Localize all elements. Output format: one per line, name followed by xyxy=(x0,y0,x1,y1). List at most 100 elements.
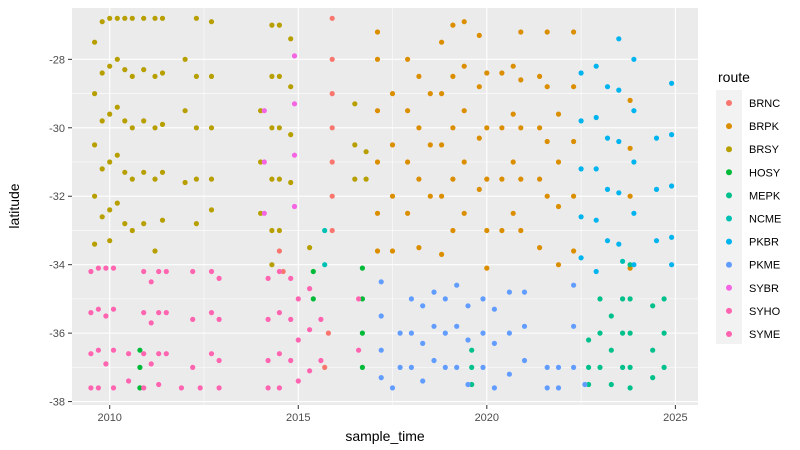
data-point xyxy=(571,138,577,145)
data-point xyxy=(593,217,599,223)
data-point xyxy=(141,310,147,316)
data-point xyxy=(216,357,222,364)
data-point xyxy=(322,262,328,268)
data-point xyxy=(544,84,550,90)
data-point xyxy=(269,73,275,79)
data-point xyxy=(484,125,490,131)
data-point xyxy=(454,282,460,288)
series-pkbr xyxy=(578,36,675,275)
data-point xyxy=(620,364,626,370)
series-hosy xyxy=(137,265,365,391)
data-point xyxy=(661,296,667,302)
data-point xyxy=(510,159,516,165)
data-point xyxy=(261,210,267,216)
legend-key-pkbr xyxy=(726,238,732,245)
data-point xyxy=(484,227,490,234)
data-point xyxy=(653,186,660,192)
data-point xyxy=(197,385,203,391)
data-point xyxy=(480,364,486,370)
legend-key-brpk xyxy=(726,123,732,130)
data-point xyxy=(544,29,550,35)
x-tick-label: 2010 xyxy=(97,412,121,424)
data-point xyxy=(510,111,516,117)
data-point xyxy=(159,15,166,21)
data-point xyxy=(99,214,105,220)
data-point xyxy=(269,227,275,234)
data-point xyxy=(258,108,264,114)
data-point xyxy=(318,357,324,364)
data-point xyxy=(288,275,294,281)
data-point xyxy=(307,286,313,292)
data-point xyxy=(461,63,467,69)
data-point xyxy=(620,296,626,302)
legend-key-sybr xyxy=(726,284,732,291)
data-point xyxy=(359,296,365,302)
data-point xyxy=(92,193,98,199)
x-axis-title: sample_time xyxy=(345,428,425,444)
data-point xyxy=(95,347,101,353)
data-point xyxy=(114,104,120,110)
data-point xyxy=(420,378,426,384)
data-point xyxy=(454,323,460,329)
data-point xyxy=(107,111,113,117)
legend-label-brsy: BRSY xyxy=(749,144,780,156)
data-point xyxy=(604,135,611,141)
data-point xyxy=(627,385,633,391)
data-point xyxy=(518,125,524,131)
data-point xyxy=(620,330,626,336)
data-point xyxy=(329,56,335,62)
data-point xyxy=(295,378,301,384)
data-point xyxy=(193,125,199,131)
data-point xyxy=(129,176,135,182)
legend-label-sybr: SYBR xyxy=(749,283,779,295)
data-point xyxy=(480,330,486,336)
data-point xyxy=(216,385,222,391)
data-point xyxy=(653,135,660,141)
data-point xyxy=(99,118,105,124)
legend-label-pkme: PKME xyxy=(749,260,780,272)
data-point xyxy=(389,91,396,97)
data-point xyxy=(461,19,467,25)
data-point xyxy=(616,87,622,93)
data-point xyxy=(416,73,422,79)
x-tick-label: 2020 xyxy=(475,412,499,424)
data-point xyxy=(669,183,675,189)
legend: route BRNC BRPK BRSY HOSY MEPK NCME PKBR PKME SY… xyxy=(716,69,781,344)
data-point xyxy=(378,375,384,381)
data-point xyxy=(163,268,169,275)
data-point xyxy=(329,227,335,234)
data-point xyxy=(88,385,94,391)
data-point xyxy=(159,121,166,127)
data-point xyxy=(484,265,490,271)
data-point xyxy=(265,275,271,281)
data-point xyxy=(92,142,98,148)
data-point xyxy=(363,176,369,182)
data-point xyxy=(126,378,132,384)
data-point xyxy=(431,357,437,364)
data-point xyxy=(416,176,422,182)
y-tick-label: -28 xyxy=(49,54,65,66)
data-point xyxy=(593,63,599,69)
data-point xyxy=(537,245,543,251)
data-point xyxy=(442,364,448,370)
data-point xyxy=(208,351,215,357)
data-point xyxy=(555,159,562,165)
x-axis: 2010 2015 2020 2025 xyxy=(97,405,688,424)
data-point xyxy=(280,268,286,275)
data-point xyxy=(208,310,215,316)
legend-label-syho: SYHO xyxy=(749,306,781,318)
data-point xyxy=(397,364,403,370)
data-point xyxy=(608,313,614,319)
data-point xyxy=(208,268,215,275)
y-tick-label: -34 xyxy=(49,260,65,272)
data-point xyxy=(148,361,154,367)
data-point xyxy=(465,303,471,309)
data-point xyxy=(427,91,433,97)
data-point xyxy=(450,73,456,79)
data-point xyxy=(152,15,158,21)
data-point xyxy=(129,73,135,79)
data-point xyxy=(288,316,294,322)
legend-items: BRNC BRPK BRSY HOSY MEPK NCME PKBR PKME SYBR SYHO… xyxy=(716,90,781,344)
data-point xyxy=(329,125,335,131)
